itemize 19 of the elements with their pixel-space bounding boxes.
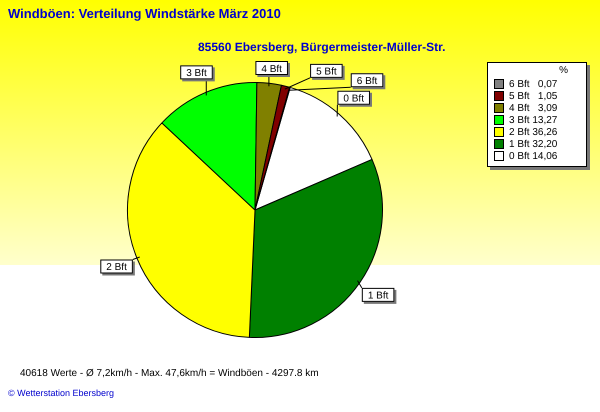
chart-subtitle: 85560 Ebersberg, Bürgermeister-Müller-Str. [198,40,446,54]
slice-label: 5 Bft [316,66,337,78]
category-label: 3 Bft 13,27 [509,114,558,126]
category-label: 6 Bft 0,07 [509,78,558,90]
slice-label: 4 Bft [261,64,282,75]
slice-label: 6 Bft [356,76,378,87]
category-label: 0 Bft 14,06 [509,150,558,162]
slice-label: 1 Bft [368,290,389,302]
slice-label: 3 Bft [186,68,207,80]
category-label: 1 Bft 32,20 [509,138,558,150]
category-label: 5 Bft 1,05 [509,90,558,102]
category-label: 4 Bft 3,09 [509,102,558,114]
category-label: 2 Bft 36,26 [509,126,558,138]
slice-label: 2 Bft [106,262,128,274]
text: © Wetterstation Ebersberg [8,388,114,398]
text: 40618 Werte - Ø 7,2km/h - Max. 47,6km/h = Windböen - 4297.8 km [20,368,319,379]
legend-label: 0 Bft [343,93,364,104]
chart-title: Windböen: Verteilung Windstärke März 2010 [8,6,281,21]
legend-title: % [558,65,569,76]
